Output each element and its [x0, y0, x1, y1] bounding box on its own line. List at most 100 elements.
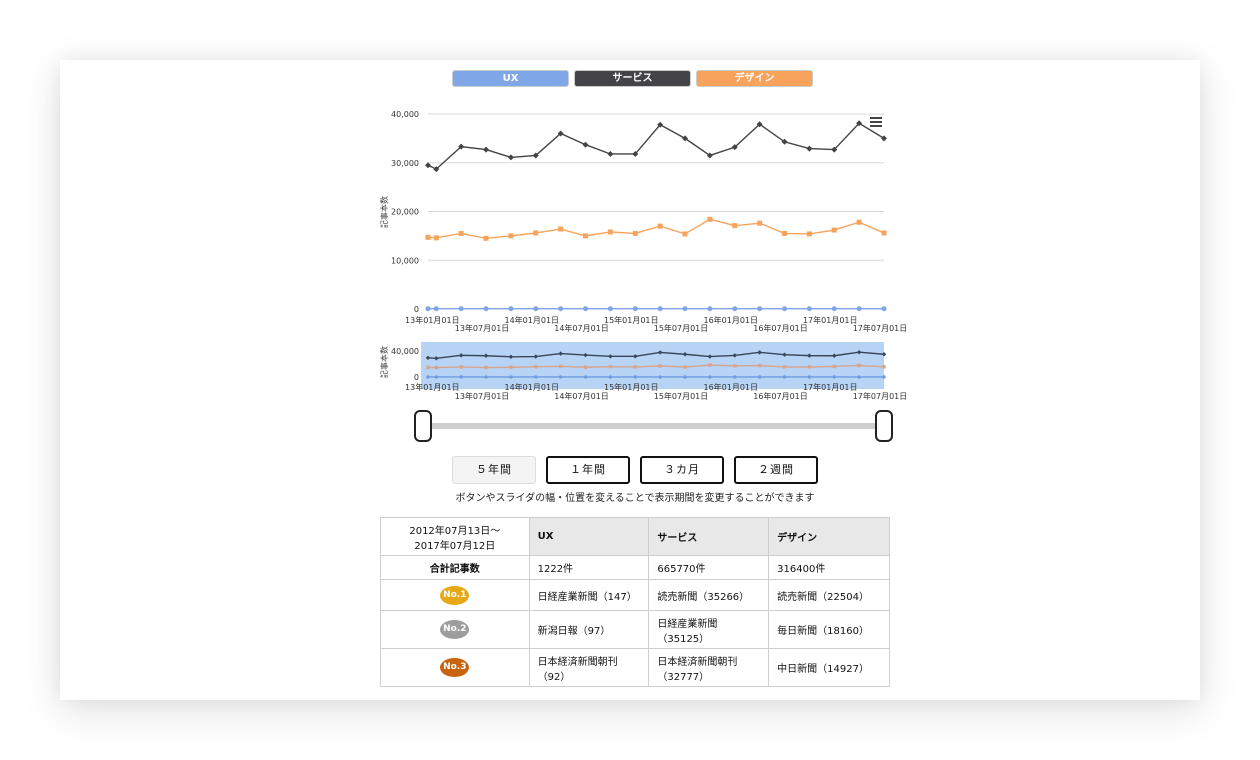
data-point — [831, 306, 837, 312]
data-point — [558, 226, 564, 232]
data-point — [558, 375, 563, 379]
data-point — [732, 223, 738, 229]
navigator-y-tick-label: 40,000 — [391, 347, 419, 356]
total-ux: 1222件 — [528, 555, 650, 580]
data-point — [483, 306, 489, 312]
data-point — [425, 355, 431, 361]
data-point — [683, 365, 687, 369]
data-point — [682, 231, 688, 237]
range-slider-track[interactable] — [430, 423, 878, 429]
data-point — [757, 363, 762, 368]
navigator-x-tick-label: 13年01月01日 — [405, 382, 460, 392]
x-tick-label: 16年01月01日 — [703, 315, 758, 325]
data-point — [433, 166, 440, 173]
data-point — [781, 138, 788, 145]
data-point — [782, 230, 788, 236]
data-point — [633, 365, 637, 369]
data-point — [832, 353, 837, 358]
data-point — [756, 121, 763, 128]
range-5y-button[interactable]: ５年間 — [452, 456, 536, 484]
data-point — [782, 365, 787, 369]
data-point — [434, 365, 438, 370]
summary-table: 2012年07月13日～ 2017年07月12日 UX サービス デザイン 合計… — [380, 517, 890, 687]
data-point — [484, 365, 488, 370]
data-point — [832, 364, 836, 369]
data-point — [708, 363, 712, 367]
data-point — [533, 354, 538, 359]
x-tick-label: 14年07月01日 — [554, 323, 609, 333]
series-line — [427, 218, 885, 240]
data-point — [683, 375, 687, 379]
data-point — [632, 230, 638, 236]
range-hint-text: ボタンやスライダの幅・位置を変えることで表示期間を変更することができます — [455, 493, 815, 504]
range-3m-button[interactable]: ３カ月 — [640, 456, 724, 484]
data-point — [558, 364, 563, 369]
legend-ux-button[interactable]: UX — [452, 70, 569, 87]
header-service: サービス — [648, 517, 770, 556]
data-point — [607, 150, 614, 157]
legend-service-button[interactable]: サービス — [574, 70, 691, 87]
data-point — [806, 145, 813, 152]
data-point — [882, 375, 886, 379]
x-tick-label: 17年07月01日 — [853, 323, 908, 333]
data-point — [832, 375, 836, 379]
data-point — [459, 375, 463, 379]
data-point — [534, 365, 538, 369]
data-point — [757, 220, 763, 226]
y-axis-title: 記事本数 — [379, 196, 389, 228]
data-point — [856, 350, 862, 355]
data-point — [707, 306, 713, 312]
data-point — [807, 365, 812, 369]
table-row: No.1 日経産業新聞（147） 読売新聞（35266） 読売新聞（22504） — [380, 579, 890, 611]
data-point — [658, 375, 662, 379]
data-point — [434, 375, 438, 379]
data-point — [583, 375, 588, 379]
rank-cell-design: 読売新聞（22504） — [768, 579, 890, 611]
rank-badge: No.2 — [440, 620, 470, 639]
line-chart[interactable]: 記事本数 記事本数 0 10,000 20,000 30,000 40,000 13年01… — [0, 0, 1260, 410]
range-2w-button[interactable]: ２週間 — [734, 456, 818, 484]
y-tick-label: 20,000 — [391, 208, 419, 217]
table-row: No.2 新潟日報（97） 日経産業新聞 （35125） 毎日新聞（18160） — [380, 610, 890, 649]
range-1y-button[interactable]: １年間 — [546, 456, 630, 484]
hamburger-icon[interactable] — [870, 117, 882, 127]
data-point — [433, 306, 439, 312]
data-point — [633, 375, 637, 379]
rank-cell-ux: 日本経済新聞朝刊 （92） — [528, 648, 650, 687]
data-point — [831, 227, 837, 233]
data-point — [458, 353, 464, 358]
navigator-selection — [421, 342, 884, 389]
rank-cell-service: 読売新聞（35266） — [648, 579, 770, 611]
header-ux: UX — [528, 517, 650, 556]
navigator-x-tick-label: 14年01月01日 — [505, 382, 560, 392]
data-point — [657, 306, 663, 312]
data-point — [557, 130, 564, 137]
x-tick-label: 15年01月01日 — [604, 315, 659, 325]
data-point — [508, 233, 514, 239]
period-cell: 2012年07月13日～ 2017年07月12日 — [380, 517, 530, 556]
rank-badge: No.3 — [440, 658, 470, 677]
data-point — [459, 365, 463, 369]
navigator-x-tick-label: 16年01月01日 — [703, 382, 758, 392]
series-line — [427, 122, 885, 170]
data-point — [534, 375, 538, 379]
rank-cell: No.3 — [380, 648, 530, 687]
navigator-y-tick-label: 0 — [414, 373, 419, 382]
data-point — [583, 306, 589, 312]
data-point — [782, 375, 787, 379]
legend-design-button[interactable]: デザイン — [696, 70, 813, 87]
data-point — [731, 144, 738, 151]
range-slider-right-handle[interactable] — [875, 410, 893, 442]
data-point — [708, 375, 712, 379]
y-tick-label: 30,000 — [391, 159, 419, 168]
data-point — [425, 234, 431, 240]
navigator-x-tick-label: 14年07月01日 — [554, 391, 609, 401]
range-slider-left-handle[interactable] — [414, 410, 432, 442]
data-point — [434, 356, 439, 361]
data-point — [807, 353, 812, 358]
y-tick-label: 0 — [414, 305, 419, 314]
data-point — [433, 235, 439, 241]
rank-cell-ux: 新潟日報（97） — [528, 610, 650, 649]
data-point — [706, 152, 713, 159]
rank-cell-design: 毎日新聞（18160） — [768, 610, 890, 649]
